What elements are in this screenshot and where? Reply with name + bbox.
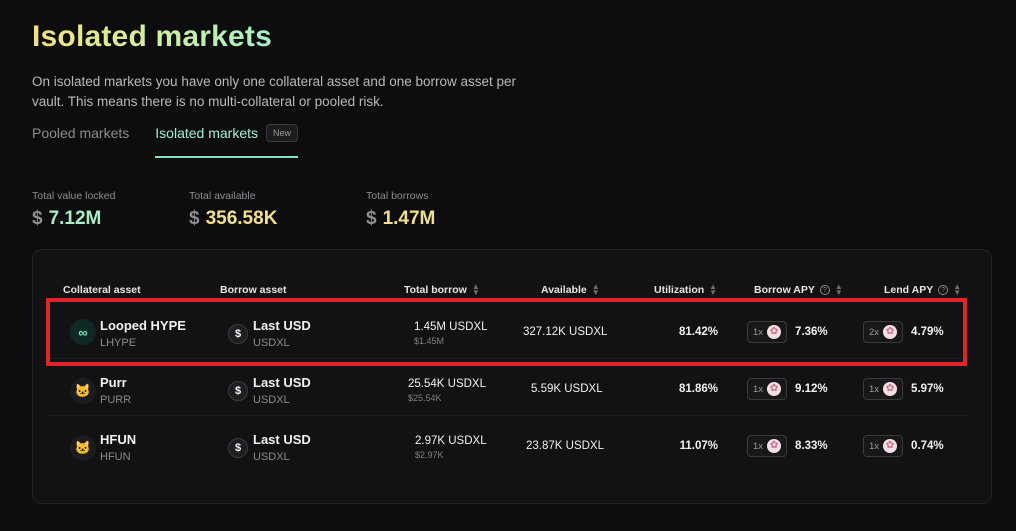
borrow-asset-symbol: USDXL	[253, 337, 290, 349]
tab-label: Isolated markets	[155, 125, 258, 141]
column-collateral-asset: Collateral asset	[63, 284, 141, 296]
dollar-coin-icon: $	[228, 324, 248, 344]
page-description: On isolated markets you have only one co…	[32, 74, 517, 109]
borrow-asset-name: Last USD	[253, 375, 311, 390]
collateral-symbol: LHYPE	[100, 337, 137, 349]
currency-symbol: $	[32, 208, 43, 229]
leverage-badge[interactable]: 1x ✿	[863, 378, 904, 400]
stat-label: Total value locked	[32, 190, 116, 202]
available-value: 327.12K USDXL	[523, 326, 608, 338]
total-borrow-value: 25.54K USDXL	[408, 378, 486, 390]
column-total-borrow[interactable]: Total borrow ▲ ▼	[404, 282, 480, 297]
total-borrow-value: 1.45M USDXL	[414, 321, 488, 333]
tab-pooled-markets[interactable]: Pooled markets	[32, 120, 129, 158]
sort-icon: ▲ ▼	[953, 282, 962, 297]
borrow-asset-name: Last USD	[253, 432, 311, 447]
total-borrow-usd: $2.97K	[415, 450, 444, 460]
collateral-symbol: PURR	[100, 394, 132, 406]
total-borrow-usd: $1.45M	[414, 336, 445, 346]
leverage-badge[interactable]: 1x ✿	[863, 435, 904, 457]
reward-flower-icon: ✿	[767, 439, 782, 453]
highlight-box	[46, 298, 967, 366]
reward-flower-icon: ✿	[767, 382, 782, 396]
column-available[interactable]: Available ▲ ▼	[541, 282, 600, 297]
column-borrow-apy[interactable]: Borrow APY? ▲ ▼	[754, 282, 843, 297]
reward-flower-icon: ✿	[767, 325, 782, 339]
leverage-badge[interactable]: 1x ✿	[747, 321, 788, 343]
stat-label: Total available	[189, 190, 256, 202]
table-row[interactable]: 🐱 HFUN HFUN $ Last USD USDXL 2.97K USDXL…	[48, 419, 968, 473]
stat-total-borrows: Total borrows $1.47M	[366, 190, 435, 230]
borrow-asset-symbol: USDXL	[253, 394, 290, 406]
cat-icon: 🐱	[70, 378, 96, 404]
lend-apy-value: 0.74%	[911, 440, 944, 452]
row-divider	[48, 415, 968, 416]
table-row[interactable]: ∞ Looped HYPE LHYPE $ Last USD USDXL 1.4…	[48, 305, 968, 359]
borrow-apy-value: 9.12%	[795, 383, 828, 395]
tab-label: Pooled markets	[32, 125, 130, 141]
lend-apy-value: 4.79%	[911, 326, 944, 338]
borrow-apy-value: 7.36%	[795, 326, 828, 338]
leverage-badge[interactable]: 2x ✿	[863, 321, 904, 343]
sort-icon: ▲ ▼	[471, 282, 480, 297]
column-borrow-asset: Borrow asset	[220, 284, 287, 296]
stat-value: 1.47M	[382, 208, 436, 229]
new-badge: New	[266, 124, 299, 142]
sort-icon: ▲ ▼	[709, 282, 718, 297]
collateral-name: Looped HYPE	[100, 318, 186, 333]
sort-icon: ▲ ▼	[591, 282, 600, 297]
utilization-value: 81.42%	[678, 326, 718, 338]
collateral-name: Purr	[100, 375, 127, 390]
currency-symbol: $	[189, 208, 200, 229]
borrow-asset-name: Last USD	[253, 318, 311, 333]
row-divider	[48, 358, 968, 359]
market-tabs: Pooled markets Isolated markets New	[32, 120, 324, 158]
borrow-asset-symbol: USDXL	[253, 451, 290, 463]
stat-value: 356.58K	[205, 208, 278, 229]
sort-icon: ▲ ▼	[834, 282, 843, 297]
utilization-value: 81.86%	[678, 383, 718, 395]
cat-icon: 🐱	[70, 435, 96, 461]
available-value: 5.59K USDXL	[531, 383, 603, 395]
reward-flower-icon: ✿	[883, 382, 898, 396]
column-utilization[interactable]: Utilization ▲ ▼	[654, 282, 718, 297]
dollar-coin-icon: $	[228, 381, 248, 401]
borrow-apy-value: 8.33%	[795, 440, 828, 452]
page-title: Isolated markets	[32, 20, 272, 53]
infinity-icon: ∞	[70, 319, 96, 345]
total-borrow-usd: $25.54K	[408, 393, 442, 403]
reward-flower-icon: ✿	[883, 439, 898, 453]
table-row[interactable]: 🐱 Purr PURR $ Last USD USDXL 25.54K USDX…	[48, 362, 968, 416]
lend-apy-value: 5.97%	[911, 383, 944, 395]
dollar-coin-icon: $	[228, 438, 248, 458]
stat-label: Total borrows	[366, 190, 429, 202]
utilization-value: 11.07%	[679, 440, 718, 452]
leverage-badge[interactable]: 1x ✿	[747, 435, 788, 457]
help-icon[interactable]: ?	[819, 285, 830, 295]
leverage-badge[interactable]: 1x ✿	[747, 378, 788, 400]
column-lend-apy[interactable]: Lend APY? ▲ ▼	[884, 282, 962, 297]
currency-symbol: $	[366, 208, 377, 229]
markets-table-card	[32, 249, 992, 504]
tab-isolated-markets[interactable]: Isolated markets New	[155, 120, 299, 158]
available-value: 23.87K USDXL	[526, 440, 604, 452]
total-borrow-value: 2.97K USDXL	[415, 435, 487, 447]
stat-total-available: Total available $356.58K	[189, 190, 277, 230]
help-icon[interactable]: ?	[938, 285, 949, 295]
collateral-symbol: HFUN	[100, 451, 131, 463]
collateral-name: HFUN	[100, 432, 137, 447]
stat-total-value-locked: Total value locked $7.12M	[32, 190, 115, 230]
stat-value: 7.12M	[48, 208, 102, 229]
table-header: Collateral asset Borrow asset Total borr…	[0, 282, 1016, 298]
reward-flower-icon: ✿	[883, 325, 898, 339]
